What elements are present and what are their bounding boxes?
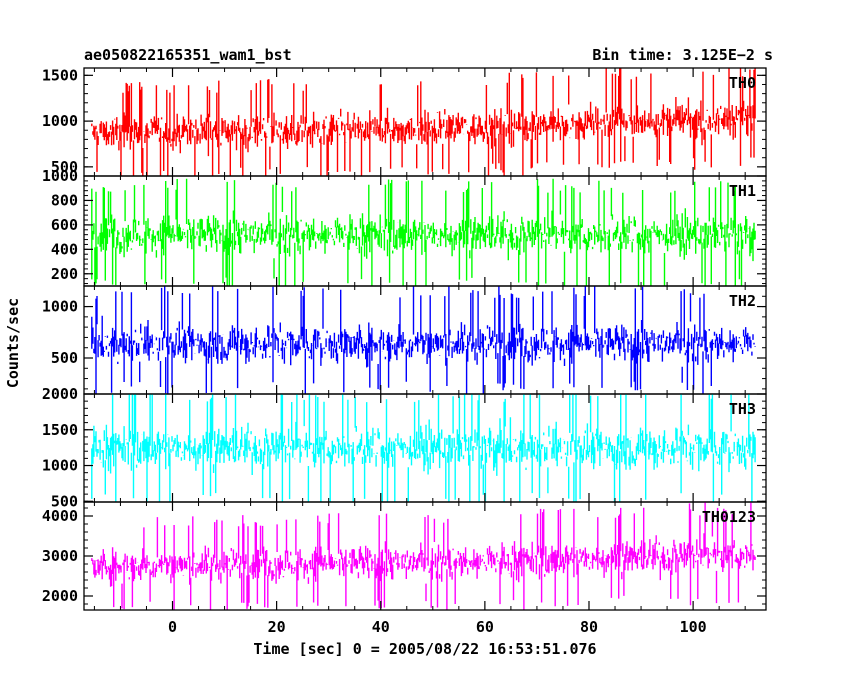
y-tick-label: 500 xyxy=(51,158,78,176)
x-tick-label: 40 xyxy=(372,618,390,636)
panel-th0123: 2000 3000 4000 TH0123 xyxy=(42,501,767,611)
series-th0123 xyxy=(91,502,756,610)
panel-label: TH1 xyxy=(729,182,756,200)
x-tick-label: 0 xyxy=(168,618,177,636)
y-tick-label: 2000 xyxy=(42,385,78,403)
x-tick-label: 20 xyxy=(268,618,286,636)
y-tick-label: 200 xyxy=(51,265,78,283)
y-tick-label: 500 xyxy=(51,492,78,510)
panel-th0: 500 1000 1500 TH0 xyxy=(42,66,767,177)
y-tick-label: 1000 xyxy=(42,112,78,130)
panel-th3: 500 1000 1500 2000 TH3 xyxy=(42,385,767,510)
y-tick-label: 2000 xyxy=(42,587,78,605)
y-tick-label: 4000 xyxy=(42,507,78,525)
series-th2 xyxy=(91,286,756,394)
y-tick-label: 1000 xyxy=(42,298,78,316)
panel-label: TH3 xyxy=(729,400,756,418)
x-tick-label: 100 xyxy=(680,618,707,636)
y-tick-label: 3000 xyxy=(42,547,78,565)
series-th0 xyxy=(91,68,756,176)
y-axis-label: Counts/sec xyxy=(4,298,22,388)
x-tick-label: 80 xyxy=(580,618,598,636)
y-tick-label: 800 xyxy=(51,191,78,209)
y-tick-label: 1000 xyxy=(42,457,78,475)
panel-frame xyxy=(83,285,767,395)
bin-time-label: Bin time: 3.125E−2 s xyxy=(592,46,773,64)
y-tick-label: 1500 xyxy=(42,66,78,84)
x-tick-label: 60 xyxy=(476,618,494,636)
panel-label: TH2 xyxy=(729,292,756,310)
panel-th1: 200 400 600 800 1000 TH1 xyxy=(42,167,767,287)
x-axis-label: Time [sec] 0 = 2005/08/22 16:53:51.076 xyxy=(253,640,596,658)
panel-label: TH0 xyxy=(729,74,756,92)
y-tick-label: 500 xyxy=(51,349,78,367)
y-tick-label: 400 xyxy=(51,240,78,258)
y-tick-label: 1500 xyxy=(42,421,78,439)
panel-th2: 500 1000 TH2 xyxy=(42,285,767,395)
y-tick-label: 600 xyxy=(51,216,78,234)
series-th1 xyxy=(91,178,756,286)
panel-label: TH0123 xyxy=(702,508,756,526)
chart-title: ae050822165351_wam1_bst xyxy=(84,46,292,64)
y-tick-label: 1000 xyxy=(42,167,78,185)
series-th3 xyxy=(91,394,756,502)
